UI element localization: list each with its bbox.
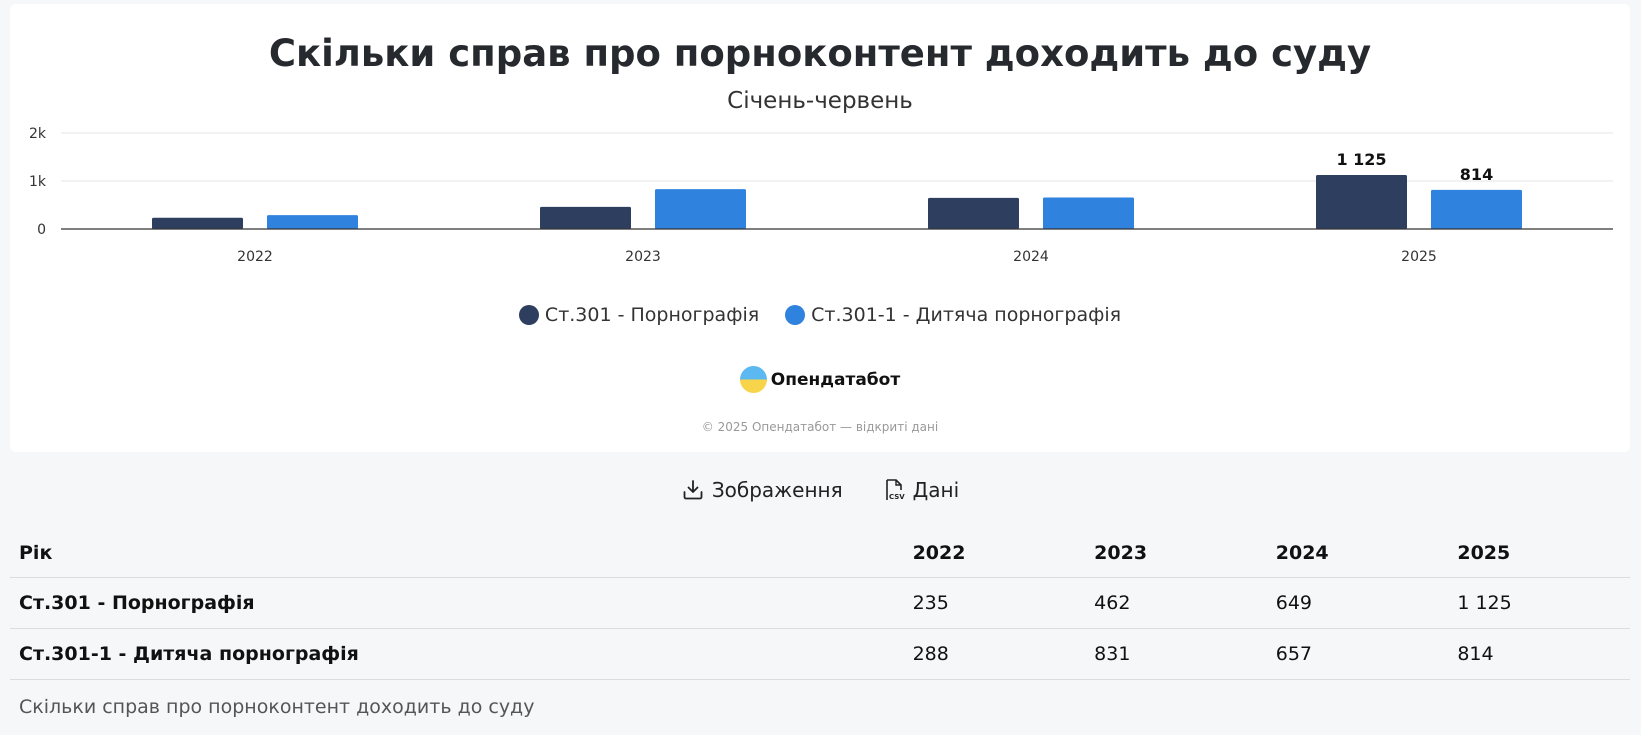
table-header-year: 2024	[1266, 529, 1449, 578]
table-header-row: Рік 2022 2023 2024 2025	[10, 529, 1630, 578]
bar	[540, 206, 631, 229]
svg-text:CSV: CSV	[889, 493, 905, 501]
download-image-label: Зображення	[711, 478, 843, 502]
y-tick-label: 1k	[29, 174, 47, 190]
download-icon	[683, 480, 703, 500]
legend-item-art301[interactable]: Ст.301 - Порнографія	[518, 304, 760, 326]
table-row-label: Ст.301 - Порнографія	[10, 577, 904, 629]
x-tick-label: 2023	[625, 249, 661, 265]
y-tick-label: 2k	[29, 126, 47, 142]
legend-label-art301-1: Ст.301-1 - Дитяча порнографія	[811, 304, 1122, 326]
table-cell: 649	[1266, 577, 1449, 629]
chart-card: Скільки справ про порноконтент доходить …	[10, 4, 1630, 452]
copyright-text: © 2025 Опендатабот — відкриті дані	[701, 420, 939, 434]
table-row: Ст.301 - Порнографія 235 462 649 1 125	[10, 577, 1630, 629]
legend-item-art301-1[interactable]: Ст.301-1 - Дитяча порнографія	[785, 304, 1121, 326]
x-tick-label: 2025	[1401, 249, 1437, 265]
bar	[1043, 197, 1134, 229]
bar	[267, 215, 358, 229]
bar	[655, 189, 746, 229]
legend-marker-art301-1	[785, 305, 806, 325]
table-cell: 831	[1085, 628, 1267, 680]
chart-title: Скільки справ про порноконтент доходить …	[268, 32, 1372, 75]
legend-label-art301: Ст.301 - Порнографія	[544, 304, 760, 326]
bar-chart: 0 1k 2k 2022 2023 2024 2025 1 125 814	[29, 126, 1613, 265]
download-bar: Зображення CSV Дані	[0, 478, 1641, 502]
table-header-label: Рік	[10, 529, 904, 578]
data-label: 814	[1460, 165, 1493, 184]
table-row-label: Ст.301-1 - Дитяча порнографія	[10, 628, 904, 680]
brand-logo: Опендатабот	[10, 366, 1630, 393]
table-header-year: 2023	[1085, 529, 1267, 578]
y-tick-label: 0	[37, 222, 46, 238]
csv-file-icon: CSV	[885, 479, 905, 501]
table-cell: 288	[903, 628, 1086, 680]
table-row: Ст.301-1 - Дитяча порнографія 288 831 65…	[10, 628, 1630, 680]
table-header-year: 2025	[1448, 529, 1630, 578]
download-image-button[interactable]: Зображення	[682, 478, 843, 502]
download-data-button[interactable]: CSV Дані	[883, 478, 960, 502]
table-caption: Скільки справ про порноконтент доходить …	[19, 696, 535, 718]
bar	[928, 197, 1019, 229]
table-cell: 462	[1085, 577, 1267, 629]
legend-marker-art301	[518, 305, 539, 325]
bar	[1431, 189, 1522, 229]
table-header-year: 2022	[903, 529, 1086, 578]
data-label: 1 125	[1336, 150, 1386, 169]
opendatabot-logo-icon	[739, 366, 767, 393]
bar	[1316, 175, 1407, 229]
x-tick-label: 2024	[1013, 249, 1049, 265]
download-data-label: Дані	[912, 478, 960, 502]
chart-legend: Ст.301 - Порнографія Ст.301-1 - Дитяча п…	[10, 304, 1630, 326]
chart-subtitle: Січень-червень	[727, 88, 913, 114]
table-cell: 814	[1448, 628, 1630, 680]
brand-logo-text: Опендатабот	[770, 369, 901, 390]
data-table: Рік 2022 2023 2024 2025 Ст.301 - Порногр…	[10, 529, 1630, 680]
table-cell: 657	[1266, 628, 1449, 680]
table-cell: 1 125	[1448, 577, 1630, 629]
x-tick-label: 2022	[237, 249, 273, 265]
bar	[152, 217, 243, 229]
table-cell: 235	[903, 577, 1086, 629]
